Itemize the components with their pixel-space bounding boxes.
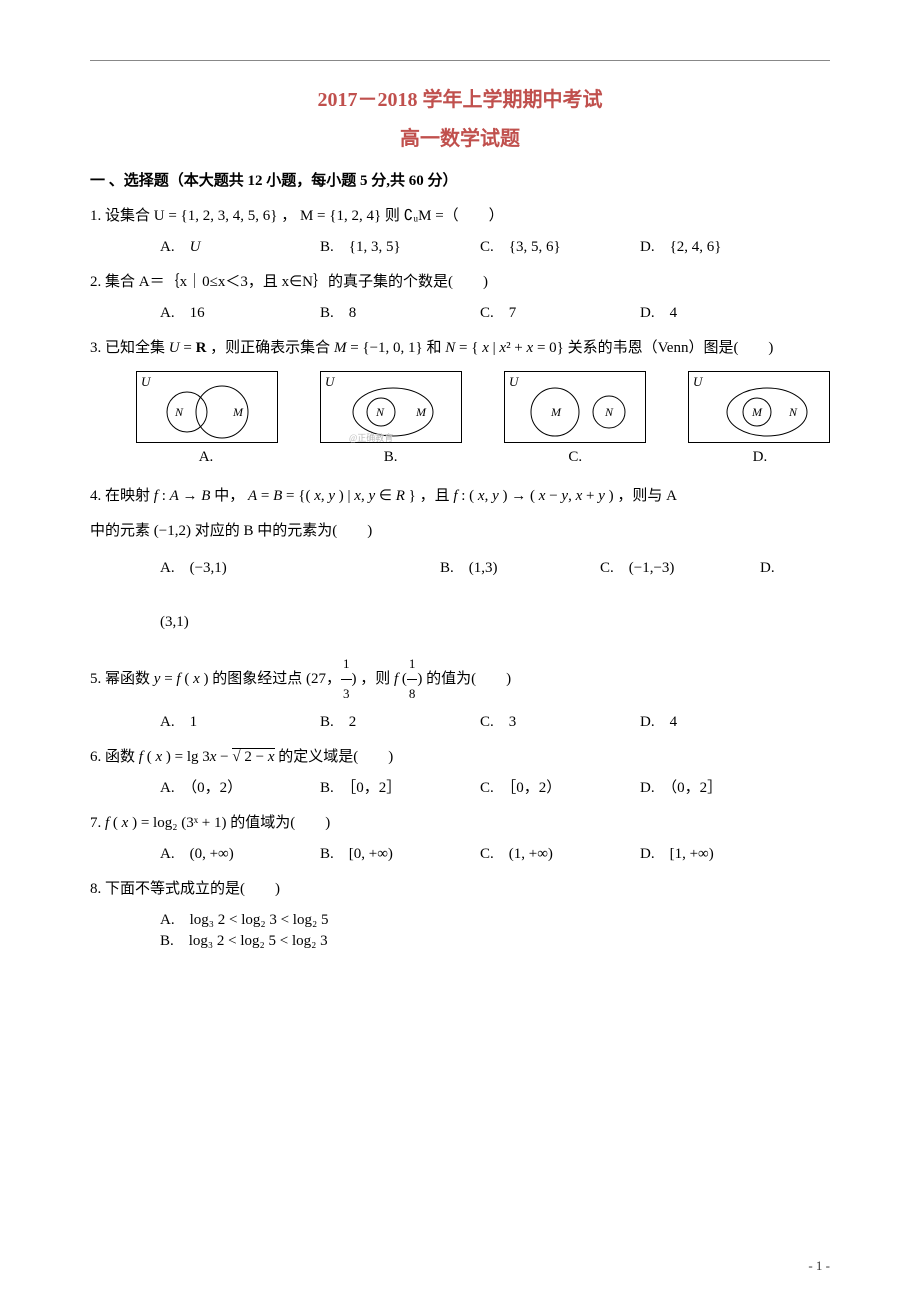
venn-svg-d: M N xyxy=(689,372,829,442)
svg-text:M: M xyxy=(751,405,763,419)
q4-options: A. (−3,1) B. (1,3) C. (−1,−3) D. (3,1) xyxy=(90,550,830,640)
q7-opt-b: B. [0, +∞) xyxy=(320,842,480,863)
u-label-c: U xyxy=(509,374,518,390)
u-label-b: U xyxy=(325,374,334,390)
svg-text:M: M xyxy=(550,405,562,419)
q4-opt-b: B. (1,3) xyxy=(440,550,600,586)
q2-opt-d: D. 4 xyxy=(640,301,800,322)
venn-b: U N M @正确教育 xyxy=(320,371,462,443)
question-7: 7. f ( x ) = log₂ (3ˣ + 1) 的值域为( ) xyxy=(90,807,830,840)
q5-opt-a: A. 1 xyxy=(160,710,320,731)
q4-opt-d: (3,1) xyxy=(160,586,860,640)
q1-options: A. U B. {1, 3, 5} C. {3, 5, 6} D. {2, 4,… xyxy=(90,235,830,256)
svg-text:N: N xyxy=(604,405,614,419)
top-rule xyxy=(90,60,830,61)
exam-subtitle: 高一数学试题 xyxy=(90,122,830,151)
q6-opt-b: B. ［0，2］ xyxy=(320,776,480,797)
question-2: 2. 集合 A＝｛x｜0≤x＜3，且 x∈N｝的真子集的个数是( ) xyxy=(90,266,830,299)
q5-opt-d: D. 4 xyxy=(640,710,800,731)
q6-options: A. （0，2） B. ［0，2］ C. ［0，2） D. （0，2］ xyxy=(90,776,830,797)
q1-opt-d: D. {2, 4, 6} xyxy=(640,235,800,256)
svg-text:M: M xyxy=(232,405,244,419)
q7-opt-d: D. [1, +∞) xyxy=(640,842,800,863)
q4-opt-a: A. (−3,1) xyxy=(160,550,440,586)
q8-opt-b: B. log₃ 2 < log₂ 5 < log₂ 3 xyxy=(160,929,500,950)
venn-row: U N M U N M @正确教育 U M N xyxy=(136,371,830,443)
q5-options: A. 1 B. 2 C. 3 D. 4 xyxy=(90,710,830,731)
q6-opt-d: D. （0，2］ xyxy=(640,776,800,797)
q4-opt-c: C. (−1,−3) xyxy=(600,550,760,586)
venn-label-b: B. xyxy=(321,449,461,466)
svg-text:N: N xyxy=(788,405,798,419)
question-4-line1: 4. 在映射 f : A → B 中， A = B = {( x, y ) | … xyxy=(90,480,830,513)
q4-opt-d-label: D. xyxy=(760,550,800,586)
exam-title: 2017－2018 学年上学期期中考试 xyxy=(90,83,830,112)
watermark: @正确教育 xyxy=(349,431,393,444)
q2-opt-a: A. 16 xyxy=(160,301,320,322)
q8-options: A. log₃ 2 < log₂ 3 < log₂ 5 B. log₃ 2 < … xyxy=(90,908,830,950)
q1-opt-b: B. {1, 3, 5} xyxy=(320,235,480,256)
svg-text:N: N xyxy=(174,405,184,419)
venn-label-a: A. xyxy=(136,449,276,466)
q1-opt-a: A. U xyxy=(160,235,320,256)
q2-opt-b: B. 8 xyxy=(320,301,480,322)
svg-text:N: N xyxy=(375,405,385,419)
venn-svg-a: N M xyxy=(137,372,277,442)
q5-opt-b: B. 2 xyxy=(320,710,480,731)
page-number: - 1 - xyxy=(808,1258,830,1274)
venn-d: U M N xyxy=(688,371,830,443)
section-heading: 一 、选择题（本大题共 12 小题，每小题 5 分,共 60 分） xyxy=(90,169,830,190)
svg-text:M: M xyxy=(415,405,427,419)
q1-stem-math: U = {1, 2, 3, 4, 5, 6} ， M = {1, 2, 4} 则… xyxy=(154,208,504,224)
q1-opt-c: C. {3, 5, 6} xyxy=(480,235,640,256)
q6-opt-c: C. ［0，2） xyxy=(480,776,640,797)
question-5: 5. 幂函数 y = f ( x ) 的图象经过点 (27，13) ，则 f (… xyxy=(90,650,830,708)
question-8: 8. 下面不等式成立的是( ) xyxy=(90,873,830,906)
q2-options: A. 16 B. 8 C. 7 D. 4 xyxy=(90,301,830,322)
question-3: 3. 已知全集 U = R ，则正确表示集合 M = {−1, 0, 1} 和 … xyxy=(90,332,830,365)
venn-option-labels: A. B. C. D. xyxy=(136,449,830,466)
q7-options: A. (0, +∞) B. [0, +∞) C. (1, +∞) D. [1, … xyxy=(90,842,830,863)
venn-label-c: C. xyxy=(505,449,645,466)
question-6: 6. 函数 f ( x ) = lg 3x − √ 2 − x 的定义域是( ) xyxy=(90,741,830,774)
q7-opt-c: C. (1, +∞) xyxy=(480,842,640,863)
u-label-d: U xyxy=(693,374,702,390)
q2-opt-c: C. 7 xyxy=(480,301,640,322)
u-label-a: U xyxy=(141,374,150,390)
question-4-line2: 中的元素 (−1,2) 对应的 B 中的元素为( ) xyxy=(90,515,830,548)
page: 2017－2018 学年上学期期中考试 高一数学试题 一 、选择题（本大题共 1… xyxy=(0,0,920,1302)
venn-c: U M N xyxy=(504,371,646,443)
venn-label-d: D. xyxy=(690,449,830,466)
q8-opt-a: A. log₃ 2 < log₂ 3 < log₂ 5 xyxy=(160,908,500,929)
question-1: 1. 设集合 U = {1, 2, 3, 4, 5, 6} ， M = {1, … xyxy=(90,200,830,233)
q5-opt-c: C. 3 xyxy=(480,710,640,731)
venn-a: U N M xyxy=(136,371,278,443)
q7-opt-a: A. (0, +∞) xyxy=(160,842,320,863)
q1-stem-pre: 1. 设集合 xyxy=(90,208,154,224)
q6-opt-a: A. （0，2） xyxy=(160,776,320,797)
venn-svg-c: M N xyxy=(505,372,645,442)
